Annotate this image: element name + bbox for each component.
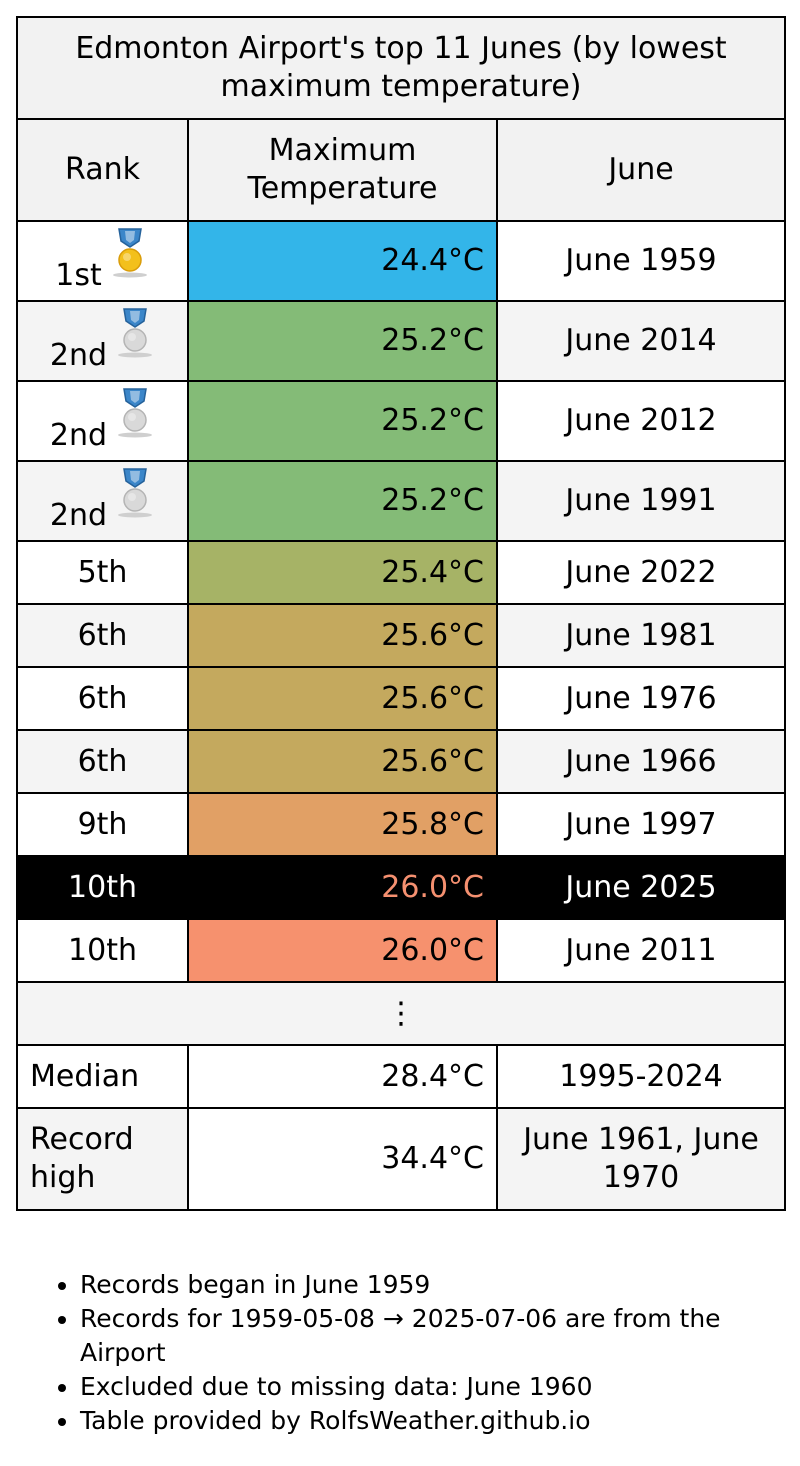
temperature-cell: 25.8°C [187, 792, 498, 857]
header-temperature: Maximum Temperature [187, 118, 498, 222]
rank-cell: 10th [16, 855, 189, 920]
rank-cell: 9th [16, 792, 189, 857]
rank-cell: 2nd [16, 300, 189, 382]
note-item: Records for 1959-05-08 → 2025-07-06 are … [80, 1302, 782, 1370]
table-row: 1st 24.4°C June 1959 [16, 220, 786, 302]
rankings-table: Edmonton Airport's top 11 Junes (by lowe… [16, 16, 786, 1211]
table-row: 6th 25.6°C June 1981 [16, 603, 786, 668]
june-cell: June 2025 [496, 855, 786, 920]
table-row: 2nd 25.2°C June 2012 [16, 380, 786, 462]
rank-label: 6th [77, 743, 128, 779]
table-row: 6th 25.6°C June 1966 [16, 729, 786, 794]
record-high-row: Record high 34.4°C June 1961, June 1970 [16, 1107, 786, 1211]
rank-label: 10th [68, 869, 137, 905]
silver-medal-icon [115, 307, 155, 359]
silver-medal-icon [115, 387, 155, 439]
rank-label: 9th [77, 806, 128, 842]
june-cell: June 1976 [496, 666, 786, 731]
temperature-cell: 25.6°C [187, 729, 498, 794]
median-period: 1995-2024 [496, 1044, 786, 1109]
record-high-temperature: 34.4°C [187, 1107, 498, 1211]
median-temperature: 28.4°C [187, 1044, 498, 1109]
rank-cell: 6th [16, 666, 189, 731]
silver-medal-icon [115, 467, 155, 519]
rank-label: 6th [77, 680, 128, 716]
rank-cell: 5th [16, 540, 189, 605]
temperature-cell: 26.0°C [187, 918, 498, 983]
temperature-cell: 24.4°C [187, 220, 498, 302]
temperature-cell: 26.0°C [187, 855, 498, 920]
record-high-label: Record high [16, 1107, 189, 1211]
ellipsis-row: ⋮ [16, 981, 786, 1046]
temperature-cell: 25.6°C [187, 603, 498, 668]
gold-medal-icon [110, 227, 150, 279]
june-cell: June 1981 [496, 603, 786, 668]
rank-label: 2nd [49, 418, 108, 453]
rank-cell: 1st [16, 220, 189, 302]
rank-label: 10th [68, 932, 137, 968]
table-row: 6th 25.6°C June 1976 [16, 666, 786, 731]
table-row: 10th 26.0°C June 2025 [16, 855, 786, 920]
rank-label: 1st [55, 258, 102, 293]
table-title: Edmonton Airport's top 11 Junes (by lowe… [16, 16, 786, 120]
table-row: 2nd 25.2°C June 2014 [16, 300, 786, 382]
temperature-cell: 25.2°C [187, 300, 498, 382]
temperature-cell: 25.2°C [187, 460, 498, 542]
june-cell: June 1997 [496, 792, 786, 857]
temperature-cell: 25.4°C [187, 540, 498, 605]
june-cell: June 1959 [496, 220, 786, 302]
table-row: 2nd 25.2°C June 1991 [16, 460, 786, 542]
june-cell: June 2012 [496, 380, 786, 462]
rankings-table-container: Edmonton Airport's top 11 Junes (by lowe… [16, 16, 786, 1211]
june-cell: June 2014 [496, 300, 786, 382]
median-label: Median [16, 1044, 189, 1109]
temperature-cell: 25.6°C [187, 666, 498, 731]
rank-label: 2nd [49, 498, 108, 533]
rank-label: 5th [77, 554, 128, 590]
rank-label: 2nd [49, 338, 108, 373]
rank-label: 6th [77, 617, 128, 653]
notes-list: Records began in June 1959Records for 19… [32, 1268, 782, 1438]
note-item: Table provided by RolfsWeather.github.io [80, 1404, 782, 1438]
rank-cell: 6th [16, 729, 189, 794]
header-june: June [496, 118, 786, 222]
median-row: Median 28.4°C 1995-2024 [16, 1044, 786, 1109]
rank-cell: 6th [16, 603, 189, 668]
table-row: 9th 25.8°C June 1997 [16, 792, 786, 857]
ellipsis: ⋮ [16, 981, 786, 1046]
rank-cell: 2nd [16, 460, 189, 542]
june-cell: June 1966 [496, 729, 786, 794]
june-cell: June 2011 [496, 918, 786, 983]
temperature-cell: 25.2°C [187, 380, 498, 462]
note-item: Records began in June 1959 [80, 1268, 782, 1302]
notes: Records began in June 1959Records for 19… [32, 1268, 782, 1438]
rank-cell: 2nd [16, 380, 189, 462]
header-rank: Rank [16, 118, 189, 222]
record-high-dates: June 1961, June 1970 [496, 1107, 786, 1211]
table-row: 10th 26.0°C June 2011 [16, 918, 786, 983]
table-row: 5th 25.4°C June 2022 [16, 540, 786, 605]
table-body: 1st 24.4°C June 1959 2nd 25.2°C June 2014 2nd 2… [16, 220, 786, 983]
june-cell: June 2022 [496, 540, 786, 605]
rank-cell: 10th [16, 918, 189, 983]
june-cell: June 1991 [496, 460, 786, 542]
note-item: Excluded due to missing data: June 1960 [80, 1370, 782, 1404]
